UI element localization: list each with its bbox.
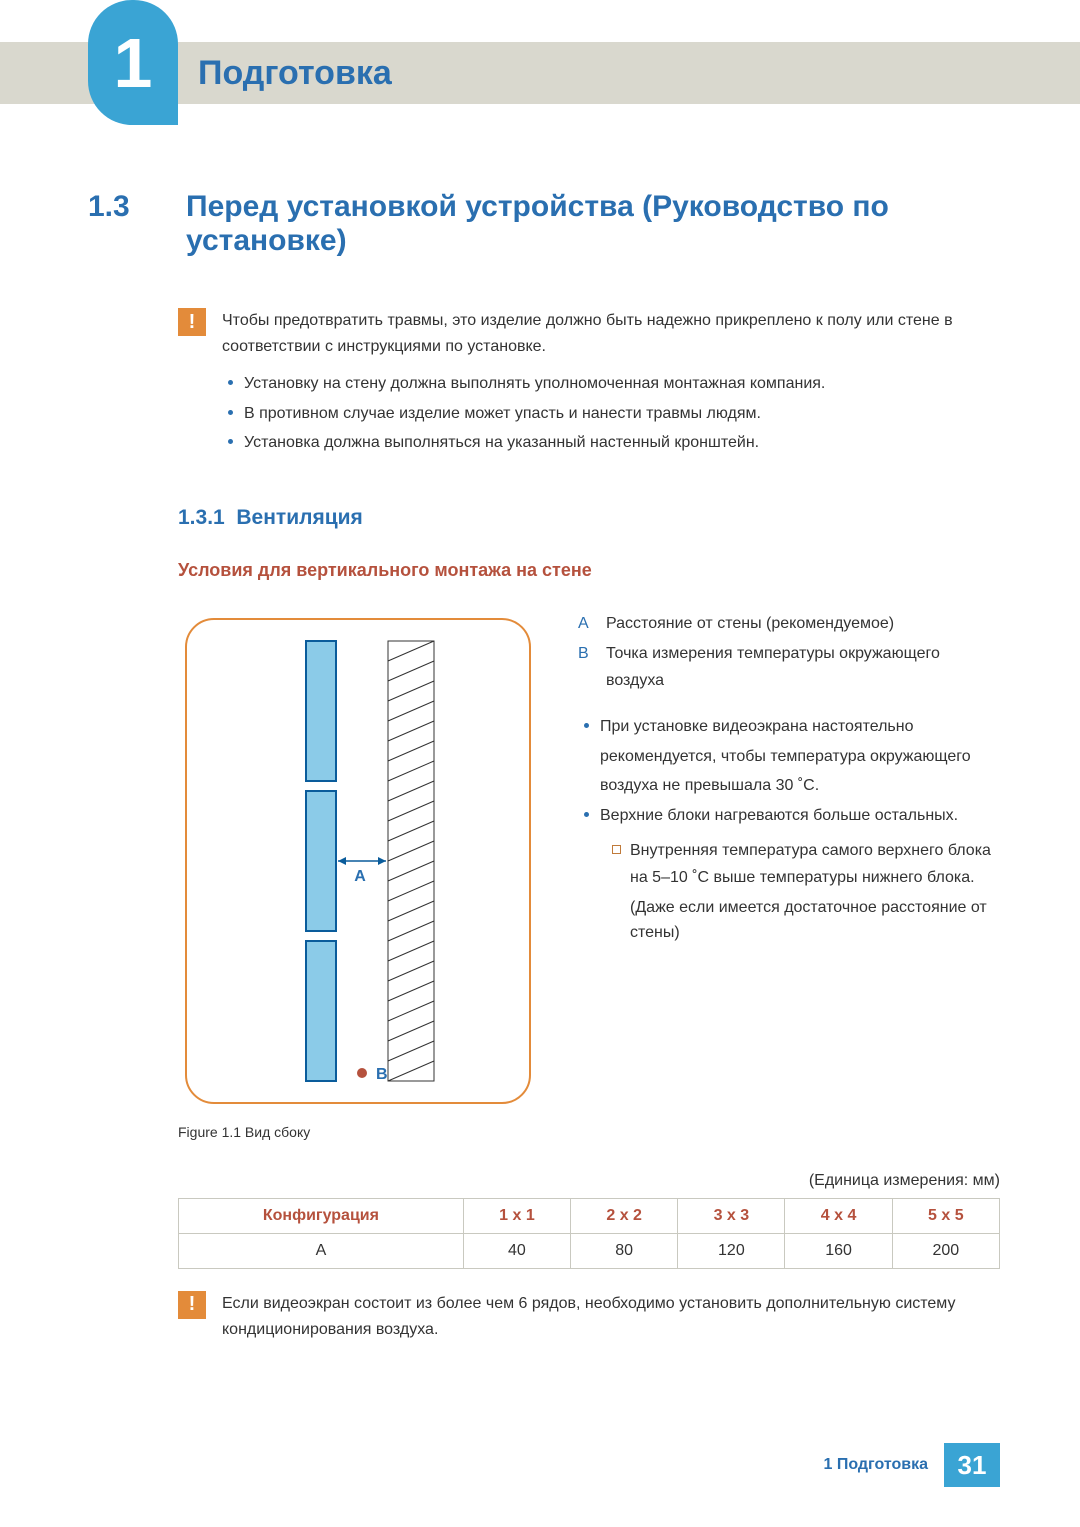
warning-intro: Чтобы предотвратить травмы, это изделие … (222, 308, 1000, 359)
sub-heading: Условия для вертикального монтажа на сте… (178, 560, 1000, 581)
table-cell: 200 (892, 1233, 999, 1268)
table-cell: 160 (785, 1233, 892, 1268)
table-cell: 120 (678, 1233, 785, 1268)
warning-block-1: ! Чтобы предотвратить травмы, это издели… (178, 308, 1000, 458)
figure: A B Figure 1.1 Вид сбоку (178, 611, 538, 1140)
diagram-label-a: A (354, 868, 366, 885)
footer-text: 1 Подготовка (823, 1456, 928, 1474)
figure-legend: A Расстояние от стены (рекомендуемое) B … (578, 611, 1000, 1140)
right-bullets: При установке видеоэкрана настоятельно р… (578, 712, 1000, 946)
right-bullet: При установке видеоэкрана настоятельно р… (578, 712, 1000, 801)
warning-icon: ! (178, 308, 206, 336)
legend-b-label: B (578, 641, 596, 694)
table-header-row: Конфигурация 1 x 1 2 x 2 3 x 3 4 x 4 5 x… (179, 1198, 1000, 1233)
table-cell: 80 (571, 1233, 678, 1268)
chapter-title: Подготовка (198, 42, 392, 104)
warning-bullets: Установку на стену должна выполнять упол… (222, 369, 1000, 458)
right-sub-note: (Даже если имеется достаточное расстояни… (630, 895, 1000, 946)
right-sub-list: Внутренняя температура самого верхнего б… (606, 837, 1000, 947)
table-header: 1 x 1 (463, 1198, 570, 1233)
table-header: Конфигурация (179, 1198, 464, 1233)
subsection-heading: 1.3.1 Вентиляция (178, 506, 1000, 530)
table-cell: A (179, 1233, 464, 1268)
diagram-label-b: B (376, 1066, 388, 1083)
figure-row: A B Figure 1.1 Вид сбоку A Расстояние от… (178, 611, 1000, 1140)
table-header: 5 x 5 (892, 1198, 999, 1233)
subsection-title: Вентиляция (236, 506, 362, 529)
table-header: 3 x 3 (678, 1198, 785, 1233)
table-cell: 40 (463, 1233, 570, 1268)
warning-bullet: В противном случае изделие может упасть … (222, 399, 1000, 429)
right-bullet-text: Верхние блоки нагреваются больше остальн… (600, 807, 958, 824)
right-bullet: Верхние блоки нагреваются больше остальн… (578, 801, 1000, 946)
right-sub-item: Внутренняя температура самого верхнего б… (606, 837, 1000, 947)
footer-page-number: 31 (944, 1443, 1000, 1487)
section-title: Перед установкой устройства (Руководство… (186, 190, 1000, 258)
warning-text: Чтобы предотвратить травмы, это изделие … (222, 308, 1000, 458)
legend-a-text: Расстояние от стены (рекомендуемое) (606, 611, 894, 637)
section-number: 1.3 (88, 190, 168, 258)
table-header: 2 x 2 (571, 1198, 678, 1233)
warning-block-2: ! Если видеоэкран состоит из более чем 6… (178, 1291, 1000, 1342)
warning-icon: ! (178, 1291, 206, 1319)
diagram-svg: A B (178, 611, 538, 1111)
warning-bullet: Установка должна выполняться на указанны… (222, 428, 1000, 458)
warning-bullet: Установку на стену должна выполнять упол… (222, 369, 1000, 399)
legend-a-label: A (578, 611, 596, 637)
subsection-number: 1.3.1 (178, 506, 225, 529)
figure-caption: Figure 1.1 Вид сбоку (178, 1124, 538, 1140)
warning-text-2: Если видеоэкран состоит из более чем 6 р… (222, 1291, 1000, 1342)
chapter-badge: 1 (88, 0, 178, 125)
config-table: Конфигурация 1 x 1 2 x 2 3 x 3 4 x 4 5 x… (178, 1198, 1000, 1269)
page-footer: 1 Подготовка 31 (823, 1443, 1000, 1487)
legend-b-text: Точка измерения температуры окружающего … (606, 641, 1000, 694)
right-sub-text: Внутренняя температура самого верхнего б… (630, 842, 991, 886)
table-row: A 40 80 120 160 200 (179, 1233, 1000, 1268)
table-header: 4 x 4 (785, 1198, 892, 1233)
page-content: 1.3 Перед установкой устройства (Руковод… (88, 190, 1000, 1342)
unit-text: (Единица измерения: мм) (178, 1172, 1000, 1190)
section-heading: 1.3 Перед установкой устройства (Руковод… (88, 190, 1000, 258)
